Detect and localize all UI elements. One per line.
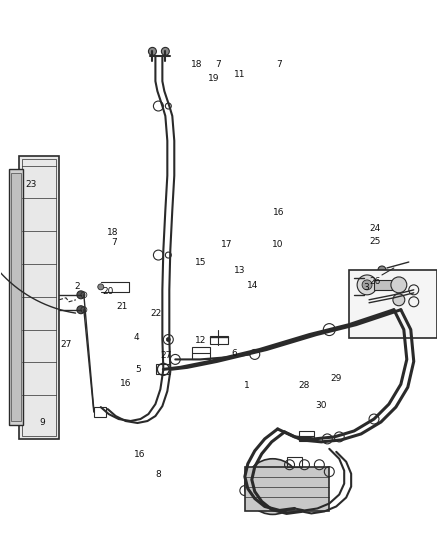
Text: 16: 16 <box>120 378 131 387</box>
Text: 8: 8 <box>155 470 161 479</box>
Text: 13: 13 <box>234 266 246 275</box>
Text: 2: 2 <box>75 282 80 291</box>
Text: 29: 29 <box>330 374 341 383</box>
Text: 30: 30 <box>315 401 327 410</box>
Bar <box>156 365 170 374</box>
Text: 14: 14 <box>247 280 258 289</box>
Bar <box>22 159 56 436</box>
Text: 17: 17 <box>221 240 233 249</box>
Text: 27: 27 <box>160 351 172 360</box>
Bar <box>19 156 59 439</box>
Text: 22: 22 <box>150 309 162 318</box>
Circle shape <box>255 469 290 504</box>
Circle shape <box>362 280 372 290</box>
Text: 26: 26 <box>369 277 381 286</box>
Bar <box>300 431 314 441</box>
Text: 28: 28 <box>298 381 310 390</box>
Circle shape <box>265 479 281 495</box>
Text: 7: 7 <box>276 60 282 69</box>
Circle shape <box>378 266 386 274</box>
Circle shape <box>148 47 156 55</box>
Text: 4: 4 <box>134 334 139 343</box>
Text: 27: 27 <box>60 341 71 350</box>
Text: 7: 7 <box>215 60 221 69</box>
Circle shape <box>161 47 170 55</box>
Circle shape <box>393 294 405 306</box>
Circle shape <box>245 459 300 514</box>
Text: 5: 5 <box>136 365 141 374</box>
Circle shape <box>77 291 85 299</box>
Bar <box>374 280 394 290</box>
Text: 23: 23 <box>25 180 37 189</box>
Bar <box>248 487 260 497</box>
Text: 25: 25 <box>369 237 381 246</box>
Bar <box>9 168 23 425</box>
Bar <box>192 348 210 359</box>
Text: 6: 6 <box>231 350 237 358</box>
Bar <box>349 270 437 337</box>
Text: 24: 24 <box>369 224 381 233</box>
Text: 10: 10 <box>272 240 283 249</box>
Bar <box>245 467 329 512</box>
Text: 19: 19 <box>208 74 219 83</box>
Bar <box>11 173 21 421</box>
Text: 18: 18 <box>106 228 118 237</box>
Circle shape <box>357 275 377 295</box>
Text: 9: 9 <box>40 418 46 427</box>
Text: 7: 7 <box>111 238 117 247</box>
Text: 16: 16 <box>273 208 285 217</box>
Bar <box>286 457 303 467</box>
Text: 16: 16 <box>134 450 145 459</box>
Text: 20: 20 <box>102 287 114 296</box>
Circle shape <box>391 277 407 293</box>
Text: 12: 12 <box>195 336 206 345</box>
Bar <box>94 407 106 417</box>
Text: 15: 15 <box>195 258 206 266</box>
Text: 11: 11 <box>234 70 246 79</box>
Bar <box>210 336 228 343</box>
Circle shape <box>166 337 170 342</box>
Text: 1: 1 <box>244 381 250 390</box>
Text: 21: 21 <box>117 302 128 311</box>
Text: 3: 3 <box>363 283 369 292</box>
Bar <box>369 290 417 305</box>
Text: 18: 18 <box>191 60 202 69</box>
Circle shape <box>77 306 85 314</box>
Circle shape <box>98 284 104 290</box>
